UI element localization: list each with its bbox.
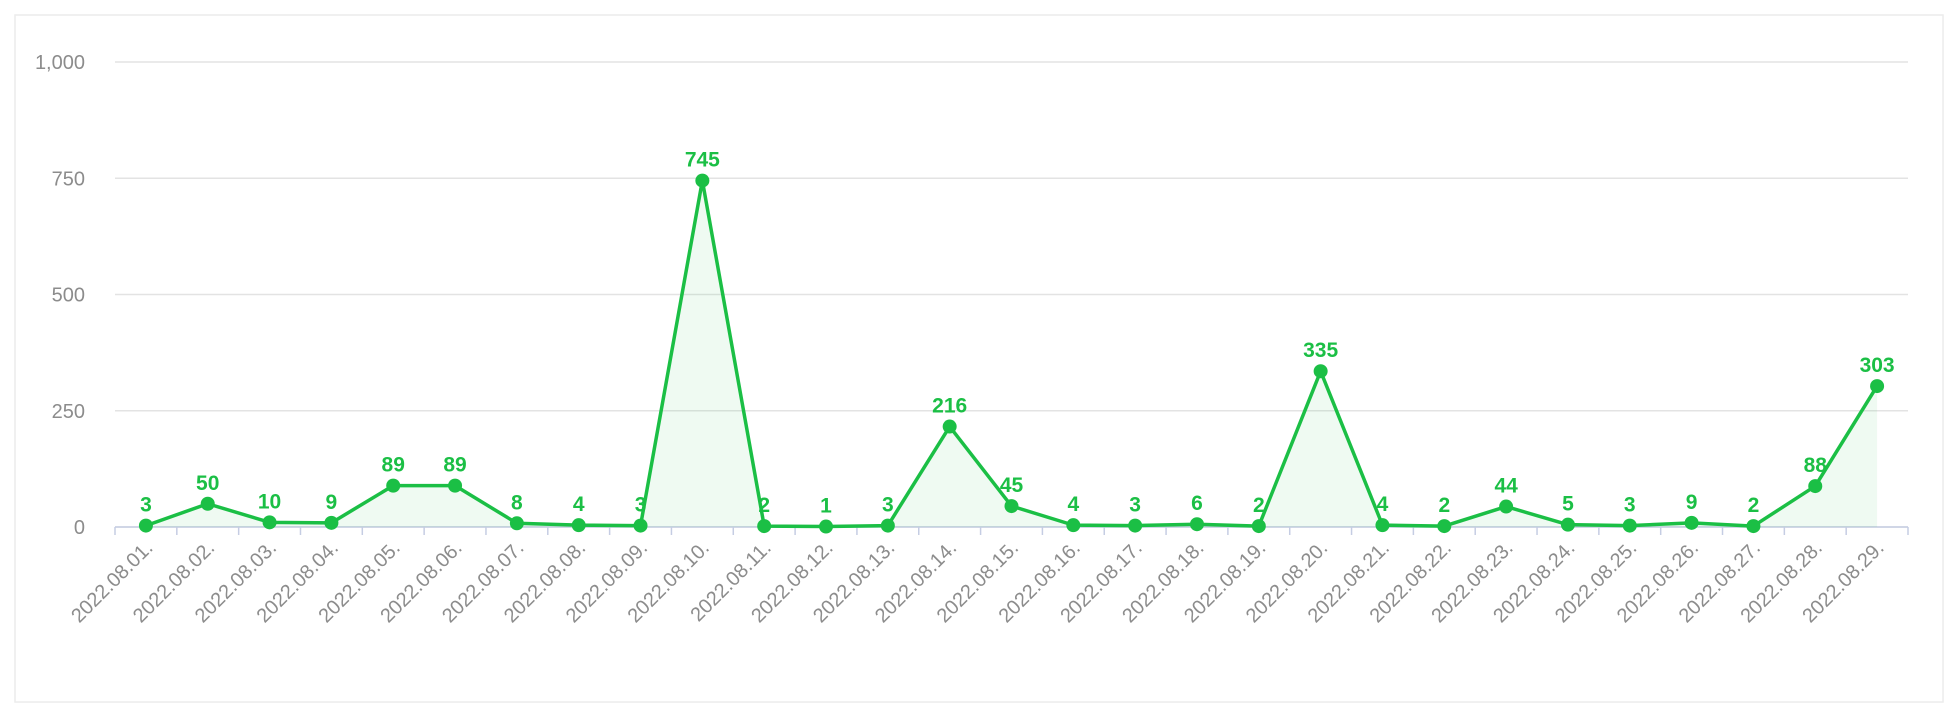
- y-tick-label: 250: [52, 401, 85, 423]
- point: [633, 518, 648, 533]
- point: [1313, 364, 1328, 379]
- data-label: 50: [196, 472, 219, 495]
- point: [324, 515, 339, 530]
- data-label: 2: [1438, 494, 1450, 517]
- point: [1128, 518, 1143, 533]
- data-label: 2: [1748, 494, 1760, 517]
- point: [509, 516, 524, 531]
- point: [1560, 517, 1575, 532]
- point: [1066, 518, 1081, 533]
- data-label: 9: [1686, 491, 1698, 514]
- data-label: 89: [443, 454, 466, 477]
- data-label: 2: [1253, 494, 1265, 517]
- point: [757, 519, 772, 534]
- data-label: 5: [1562, 493, 1574, 516]
- data-label: 8: [511, 491, 523, 514]
- y-tick-label: 500: [52, 285, 85, 307]
- data-label: 89: [382, 454, 405, 477]
- data-label: 335: [1303, 339, 1338, 362]
- data-label: 4: [573, 493, 585, 516]
- data-label: 88: [1804, 454, 1828, 477]
- point: [1808, 479, 1823, 494]
- point: [200, 496, 215, 511]
- point: [448, 478, 463, 493]
- data-label: 4: [1067, 493, 1079, 516]
- point: [571, 518, 586, 533]
- card: [14, 14, 1944, 703]
- point: [819, 519, 834, 534]
- data-label: 303: [1860, 354, 1895, 377]
- y-tick-label: 750: [52, 168, 85, 190]
- data-label: 10: [258, 490, 281, 513]
- point: [1684, 515, 1699, 530]
- point: [1189, 517, 1204, 532]
- data-label: 6: [1191, 492, 1203, 515]
- y-tick-label: 0: [74, 517, 85, 539]
- data-label: 216: [932, 395, 967, 418]
- point: [1375, 518, 1390, 533]
- point: [1004, 499, 1019, 514]
- point: [880, 518, 895, 533]
- data-label: 745: [685, 149, 720, 172]
- point: [695, 173, 710, 188]
- point: [942, 419, 957, 434]
- data-label: 3: [140, 494, 152, 517]
- y-tick-label: 1,000: [35, 52, 85, 74]
- data-label: 3: [635, 494, 647, 517]
- point: [262, 515, 277, 530]
- point: [138, 518, 153, 533]
- data-label: 3: [1129, 494, 1141, 517]
- point: [1870, 379, 1885, 394]
- point: [1622, 518, 1637, 533]
- data-label: 1: [820, 495, 832, 518]
- point: [386, 478, 401, 493]
- point: [1746, 519, 1761, 534]
- data-label: 3: [1624, 494, 1636, 517]
- data-label: 4: [1377, 493, 1389, 516]
- data-label: 44: [1494, 475, 1518, 498]
- data-label: 3: [882, 494, 894, 517]
- data-label: 9: [326, 491, 338, 514]
- data-label: 45: [1000, 474, 1024, 497]
- point: [1251, 519, 1266, 534]
- point: [1499, 499, 1514, 514]
- data-label: 2: [758, 494, 770, 517]
- point: [1437, 519, 1452, 534]
